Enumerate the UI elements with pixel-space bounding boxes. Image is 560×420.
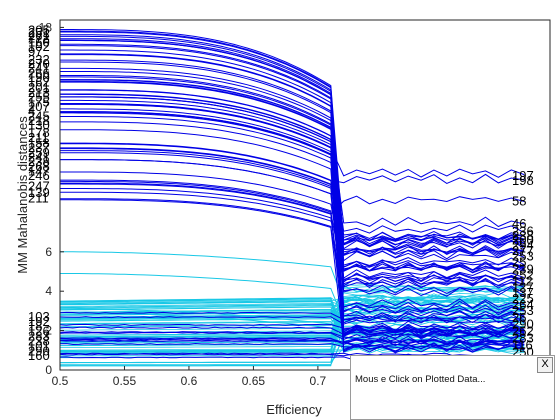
x-tick-label: 0.65 bbox=[242, 374, 266, 388]
unit-trajectory[interactable] bbox=[60, 149, 524, 255]
data-tip-popup[interactable]: X Mous e Click on Plotted Data... bbox=[350, 355, 555, 420]
unit-trajectory[interactable] bbox=[60, 160, 524, 272]
x-axis-label: Efficiency bbox=[266, 402, 322, 417]
unit-label-left[interactable]: 160 bbox=[28, 348, 50, 363]
x-tick-label: 0.7 bbox=[310, 374, 327, 388]
unit-trajectory[interactable] bbox=[60, 30, 524, 246]
x-tick-label: 0.55 bbox=[113, 374, 137, 388]
unit-trajectory[interactable] bbox=[60, 189, 524, 312]
unit-label-right[interactable]: 198 bbox=[512, 173, 534, 188]
y-axis-label: MM Mahalanobis distances bbox=[15, 116, 30, 274]
unit-trajectory[interactable] bbox=[60, 41, 524, 332]
y-tick-label: 6 bbox=[45, 245, 52, 259]
unit-trajectory[interactable] bbox=[60, 44, 524, 337]
unit-trajectory[interactable] bbox=[60, 36, 524, 271]
unit-trajectory[interactable] bbox=[60, 122, 524, 243]
plot-lines bbox=[60, 30, 524, 367]
unit-trajectory[interactable] bbox=[60, 60, 524, 247]
unit-trajectory[interactable] bbox=[60, 97, 524, 257]
x-tick-label: 0.6 bbox=[181, 374, 198, 388]
popup-message: Mous e Click on Plotted Data... bbox=[355, 374, 485, 385]
x-tick-label: 0.5 bbox=[52, 374, 69, 388]
unit-trajectory[interactable] bbox=[60, 94, 524, 330]
unit-label-left[interactable]: 211 bbox=[28, 191, 49, 206]
popup-close-button[interactable]: X bbox=[537, 357, 553, 373]
unit-trajectory[interactable] bbox=[60, 68, 524, 334]
unit-trajectory[interactable] bbox=[60, 82, 524, 254]
unit-label-right[interactable]: 58 bbox=[512, 193, 526, 208]
y-tick-label: 0 bbox=[45, 363, 52, 377]
unit-trajectory[interactable] bbox=[60, 100, 524, 287]
y-tick-label: 4 bbox=[45, 284, 52, 298]
